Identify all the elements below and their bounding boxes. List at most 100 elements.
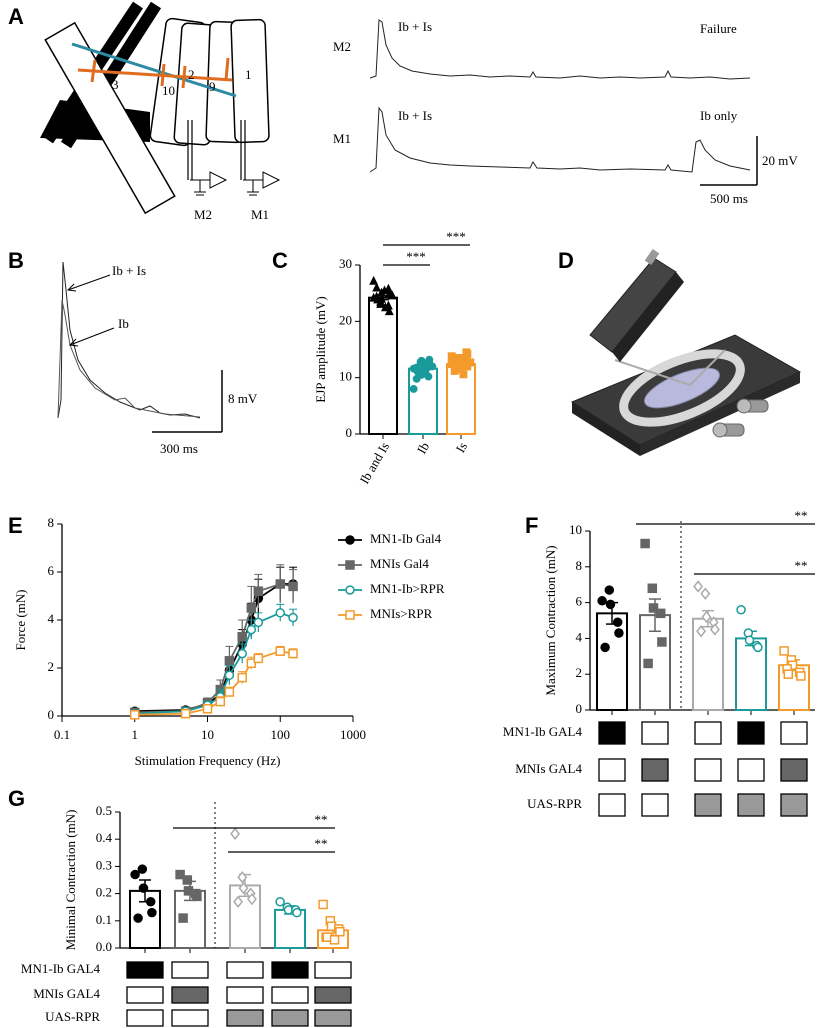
data-point bbox=[253, 653, 264, 664]
arrow-head bbox=[68, 338, 79, 347]
legend-marker bbox=[345, 585, 355, 595]
data-point bbox=[288, 581, 298, 592]
series-line bbox=[134, 583, 294, 713]
y-tick-label: 0.2 bbox=[96, 885, 112, 900]
y-tick-label: 0 bbox=[576, 701, 583, 716]
x-tick-label: 100 bbox=[271, 727, 291, 742]
data-point bbox=[696, 625, 707, 638]
x-tick-label: 1000 bbox=[340, 727, 366, 742]
genotype-cell bbox=[314, 986, 352, 1004]
bar bbox=[596, 612, 628, 712]
y-tick-label: 8 bbox=[576, 558, 583, 573]
data-point bbox=[655, 608, 666, 619]
x-tick-label: 1 bbox=[132, 727, 139, 742]
series-line bbox=[134, 583, 294, 714]
data-point bbox=[275, 897, 285, 907]
data-point bbox=[138, 883, 149, 893]
x-axis-title: Stimulation Frequency (Hz) bbox=[135, 753, 281, 768]
y-tick-label: 0 bbox=[346, 425, 353, 440]
trace bbox=[369, 19, 751, 80]
panel-label: D bbox=[558, 248, 574, 273]
electrode-label: M1 bbox=[251, 207, 269, 222]
data-point bbox=[246, 603, 257, 613]
muscle-diagram bbox=[40, 1, 281, 215]
data-point bbox=[137, 864, 148, 874]
muscle-number: 3 bbox=[112, 77, 119, 92]
data-point bbox=[133, 913, 143, 923]
data-point bbox=[796, 671, 806, 681]
y-tick-label: 0.5 bbox=[96, 803, 112, 818]
trace bbox=[369, 106, 751, 173]
data-point bbox=[409, 384, 418, 393]
trace-annotation: Ib only bbox=[700, 108, 738, 123]
significance-label: *** bbox=[406, 249, 426, 264]
scale-label: 8 mV bbox=[228, 391, 258, 406]
data-point bbox=[275, 579, 285, 589]
legend-label: MNIs>RPR bbox=[370, 606, 433, 621]
data-point bbox=[648, 603, 659, 613]
y-tick-label: 20 bbox=[339, 312, 352, 327]
data-point bbox=[604, 585, 615, 595]
trace-label: M1 bbox=[333, 131, 351, 146]
genotype-cell bbox=[737, 793, 765, 817]
trace-label: M2 bbox=[333, 39, 351, 54]
x-tick-label: Ib bbox=[414, 439, 432, 456]
genotype-cell bbox=[694, 793, 722, 817]
data-point bbox=[180, 708, 191, 719]
data-point bbox=[202, 704, 213, 714]
data-point bbox=[192, 891, 202, 902]
data-point bbox=[224, 656, 235, 666]
y-axis-title: Force (mN) bbox=[13, 589, 28, 650]
data-point bbox=[246, 658, 257, 668]
y-tick-label: 2 bbox=[48, 659, 55, 674]
genotype-cell bbox=[271, 961, 309, 979]
data-point bbox=[597, 596, 607, 606]
data-point bbox=[459, 370, 468, 379]
genotype-cell bbox=[226, 1009, 264, 1027]
genotype-cell bbox=[171, 986, 209, 1004]
x-tick-label: Ib and Is bbox=[356, 439, 392, 486]
electrode-label: M2 bbox=[194, 207, 212, 222]
genotype-cell bbox=[737, 721, 765, 745]
data-point bbox=[238, 881, 249, 895]
series-line bbox=[134, 611, 294, 715]
data-point bbox=[329, 935, 340, 945]
genotype-label: MNIs GAL4 bbox=[33, 986, 100, 1001]
x-tick-label: 0.1 bbox=[54, 727, 70, 742]
data-point bbox=[647, 583, 658, 594]
panel-label: A bbox=[8, 4, 24, 29]
data-point bbox=[412, 363, 421, 372]
y-tick-label: 4 bbox=[48, 611, 55, 626]
data-point bbox=[372, 291, 382, 301]
panel-label: C bbox=[272, 248, 288, 273]
data-point bbox=[130, 869, 140, 880]
genotype-cell bbox=[171, 1009, 209, 1027]
trace-annotation: Failure bbox=[700, 21, 737, 36]
arrow bbox=[69, 327, 115, 346]
legend-marker bbox=[345, 560, 355, 570]
data-point bbox=[237, 632, 247, 642]
data-point bbox=[178, 913, 188, 923]
genotype-cell bbox=[641, 721, 669, 745]
genotype-cell bbox=[226, 961, 264, 979]
data-point bbox=[215, 696, 226, 707]
genotype-cell bbox=[598, 721, 626, 745]
y-tick-label: 6 bbox=[576, 594, 583, 609]
y-tick-label: 6 bbox=[48, 563, 55, 578]
data-point bbox=[412, 374, 421, 383]
significance-label: ** bbox=[315, 812, 328, 827]
data-point bbox=[614, 628, 624, 638]
data-point bbox=[275, 646, 285, 656]
genotype-cell bbox=[641, 758, 669, 782]
data-point bbox=[744, 635, 755, 645]
trace-annotation: Ib + Is bbox=[398, 19, 432, 34]
genotype-cell bbox=[271, 1009, 309, 1027]
legend-marker bbox=[345, 610, 355, 620]
data-point bbox=[292, 907, 302, 918]
genotype-cell bbox=[641, 793, 669, 817]
genotype-cell bbox=[126, 1009, 164, 1027]
data-point bbox=[145, 897, 156, 907]
data-point bbox=[387, 290, 397, 300]
